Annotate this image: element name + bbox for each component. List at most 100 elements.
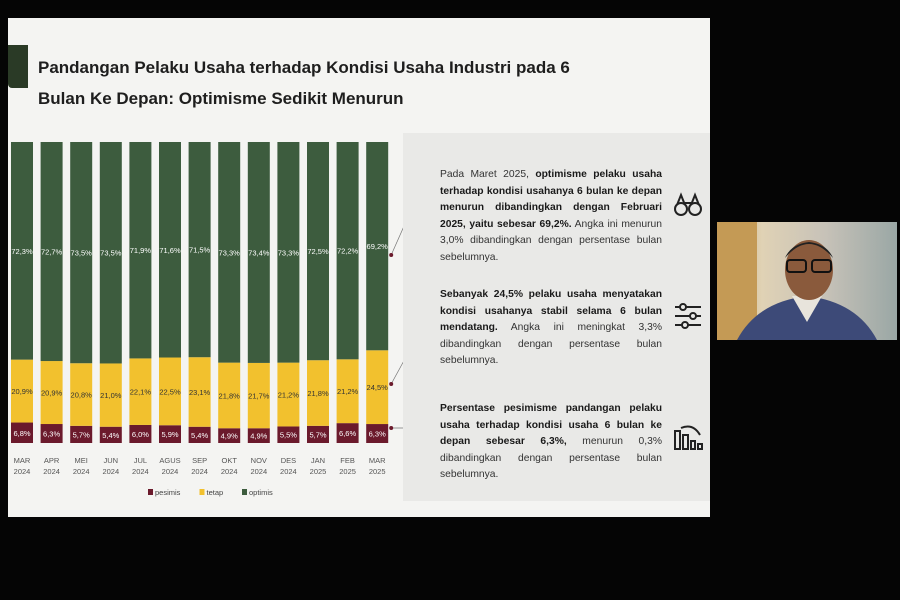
x-tick-label-year: 2024 (43, 467, 60, 476)
data-label-tetap: 21,8% (307, 389, 329, 398)
bar-segment-pesimis (307, 425, 329, 443)
x-tick-label-month: APR (44, 456, 60, 465)
legend-swatch-pesimis (148, 489, 153, 495)
x-tick-label-month: AGUS (159, 456, 180, 465)
connector-dot (389, 253, 394, 257)
data-label-pesimis: 6,8% (13, 429, 30, 438)
note-highlight: Sebanyak 24,5% pelaku usaha menyatakan k… (440, 289, 662, 333)
bar-segment-pesimis (99, 426, 122, 443)
x-tick-label-month: MAR (369, 456, 386, 465)
data-label-pesimis: 5,7% (309, 430, 326, 439)
x-tick-label-year: 2024 (280, 467, 297, 476)
bar-segment-optimis (307, 142, 329, 361)
data-label-tetap: 20,9% (41, 389, 63, 398)
note-paragraph: Sebanyak 24,5% pelaku usaha menyatakan k… (440, 287, 662, 370)
note-paragraph: Persentase pesimisme pandangan pelaku us… (440, 401, 662, 484)
data-label-optimis: 73,4% (248, 248, 270, 257)
connector-line (390, 361, 403, 385)
note-text: Angka ini meningkat 3,3% dibandingkan de… (440, 322, 662, 366)
declining-bars-icon (673, 423, 703, 453)
presentation-slide: Pandangan Pelaku Usaha terhadap Kondisi … (8, 18, 710, 517)
bar-segment-pesimis (336, 423, 359, 443)
connector-dot (389, 426, 394, 430)
bar-segment-optimis (188, 142, 211, 358)
data-label-tetap: 21,8% (219, 391, 241, 400)
bar-segment-optimis (366, 142, 389, 351)
x-tick-label-year: 2024 (250, 467, 267, 476)
webcam-video (717, 222, 897, 340)
bar-segment-pesimis (11, 422, 33, 443)
x-tick-label-year: 2025 (369, 467, 386, 476)
data-label-tetap: 21,7% (248, 392, 270, 401)
data-label-optimis: 72,3% (11, 247, 33, 256)
x-tick-label-year: 2025 (339, 467, 356, 476)
data-label-optimis: 72,5% (307, 247, 329, 256)
data-label-pesimis: 5,4% (191, 431, 208, 440)
data-label-optimis: 73,5% (71, 249, 93, 258)
data-label-pesimis: 6,3% (369, 430, 386, 439)
data-label-pesimis: 6,0% (132, 430, 149, 439)
slide-title: Pandangan Pelaku Usaha terhadap Kondisi … (38, 58, 570, 108)
bar-segment-optimis (336, 142, 359, 360)
legend-label-optimis: optimis (249, 488, 273, 497)
bar-segment-optimis (218, 142, 241, 363)
bar-segment-tetap (366, 350, 389, 425)
notes-panel: Pada Maret 2025, optimisme pelaku usaha … (403, 133, 710, 501)
data-label-pesimis: 5,5% (280, 431, 297, 440)
legend-swatch-tetap (199, 489, 205, 495)
bar-segment-tetap (218, 362, 241, 429)
presenter-image (717, 222, 877, 340)
bar-segment-pesimis (40, 424, 63, 443)
data-label-pesimis: 6,3% (43, 430, 60, 439)
note-highlight: Persentase pesimisme pandangan pelaku us… (440, 403, 662, 447)
x-tick-label-year: 2024 (14, 467, 31, 476)
legend-swatch-optimis (242, 489, 247, 495)
bar-segment-tetap (247, 362, 270, 429)
data-label-tetap: 21,0% (100, 391, 122, 400)
bar-segment-optimis (70, 142, 93, 364)
note-text: menurun 0,3% dibandingkan dengan persent… (440, 436, 662, 480)
bar-segment-tetap (277, 362, 300, 427)
data-label-tetap: 20,8% (71, 391, 93, 400)
data-label-pesimis: 4,9% (250, 432, 267, 441)
bar-segment-tetap (188, 357, 211, 427)
connector-line (390, 227, 403, 256)
x-tick-label-month: MAR (14, 456, 31, 465)
bar-segment-pesimis (247, 428, 270, 443)
bar-segment-optimis (247, 142, 270, 363)
data-label-optimis: 69,2% (367, 242, 389, 251)
bar-segment-pesimis (218, 428, 241, 443)
bar-segment-optimis (99, 142, 122, 364)
data-label-optimis: 71,6% (159, 246, 181, 255)
bar-segment-tetap (70, 363, 93, 426)
bar-segment-optimis (11, 142, 33, 360)
note-text: Pada Maret 2025, (440, 169, 536, 180)
x-tick-label-month: FEB (340, 456, 355, 465)
x-tick-label-year: 2024 (191, 467, 208, 476)
bar-segment-optimis (40, 142, 63, 362)
data-label-optimis: 72,7% (41, 248, 63, 257)
x-tick-label-year: 2024 (162, 467, 179, 476)
bar-segment-pesimis (159, 425, 181, 443)
data-label-optimis: 71,5% (189, 246, 211, 255)
bar-segment-optimis (129, 142, 152, 359)
connector-dot (389, 382, 394, 386)
legend-label-pesimis: pesimis (155, 488, 181, 497)
sliders-icon (673, 301, 703, 331)
data-label-optimis: 71,9% (130, 246, 152, 255)
bar-segment-pesimis (277, 426, 300, 443)
x-tick-label-month: NOV (251, 456, 267, 465)
x-tick-label-month: OKT (221, 456, 237, 465)
data-label-optimis: 73,3% (278, 248, 300, 257)
data-label-tetap: 21,2% (278, 391, 300, 400)
data-label-pesimis: 5,4% (102, 431, 119, 440)
data-label-tetap: 22,5% (159, 387, 181, 396)
x-tick-label-month: MEI (75, 456, 88, 465)
data-label-pesimis: 4,9% (221, 432, 238, 441)
x-tick-label-year: 2024 (221, 467, 238, 476)
x-tick-label-month: JUN (104, 456, 119, 465)
data-label-optimis: 73,3% (219, 248, 241, 257)
x-tick-label-month: JAN (311, 456, 325, 465)
bar-segment-optimis (277, 142, 300, 363)
data-label-tetap: 21,2% (337, 387, 359, 396)
